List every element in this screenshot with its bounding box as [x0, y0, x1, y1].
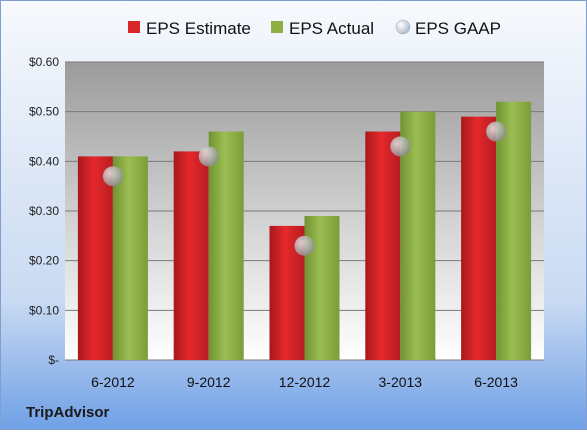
- source-label: TripAdvisor: [26, 404, 110, 421]
- y-tick-label: $0.50: [29, 105, 59, 119]
- bar-eps-actual: [496, 101, 532, 360]
- bar-eps-actual: [112, 156, 148, 360]
- legend-swatch: [128, 21, 140, 33]
- legend-swatch: [395, 19, 411, 35]
- marker-eps-gaap: [198, 146, 219, 167]
- bar-eps-estimate: [461, 116, 497, 360]
- x-tick-label: 3-2013: [379, 374, 423, 390]
- bar-eps-estimate: [77, 156, 113, 360]
- marker-eps-gaap: [390, 136, 411, 157]
- y-tick-label: $-: [48, 353, 59, 367]
- y-tick-label: $0.10: [29, 303, 59, 317]
- legend-label: EPS Actual: [289, 19, 374, 38]
- bar-eps-estimate: [173, 151, 209, 360]
- bar-eps-actual: [208, 131, 244, 360]
- marker-eps-gaap: [486, 121, 507, 142]
- legend-label: EPS Estimate: [146, 19, 251, 38]
- marker-eps-gaap: [294, 235, 315, 256]
- x-tick-label: 6-2012: [91, 374, 135, 390]
- x-tick-label: 12-2012: [279, 374, 331, 390]
- x-tick-label: 9-2012: [187, 374, 231, 390]
- y-tick-label: $0.40: [29, 154, 59, 168]
- bar-eps-estimate: [365, 131, 401, 360]
- legend-label: EPS GAAP: [415, 19, 501, 38]
- y-tick-label: $0.20: [29, 254, 59, 268]
- gaap-markers: [102, 121, 507, 256]
- legend: EPS Estimate EPS Actual EPS GAAP: [128, 19, 501, 38]
- y-axis-ticks: $- $0.10 $0.20 $0.30 $0.40 $0.50 $0.60: [29, 55, 59, 367]
- y-tick-label: $0.30: [29, 204, 59, 218]
- x-axis-labels: 6-2012 9-2012 12-2012 3-2013 6-2013: [91, 374, 518, 390]
- y-tick-label: $0.60: [29, 55, 59, 69]
- marker-eps-gaap: [102, 166, 123, 187]
- legend-swatch: [271, 21, 283, 33]
- x-tick-label: 6-2013: [474, 374, 518, 390]
